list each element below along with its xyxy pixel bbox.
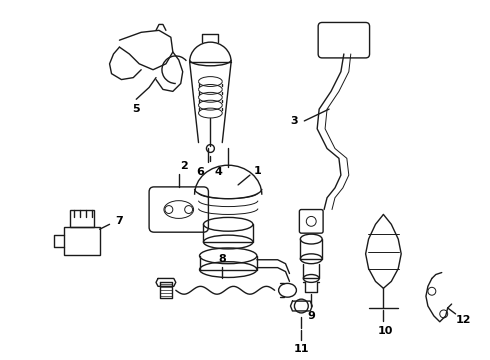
Bar <box>70 210 94 227</box>
Text: 12: 12 <box>456 315 471 325</box>
Text: 6: 6 <box>196 167 204 177</box>
Text: 10: 10 <box>378 326 393 336</box>
Text: 2: 2 <box>180 161 188 171</box>
Text: 7: 7 <box>116 216 123 226</box>
Text: 4: 4 <box>214 167 222 177</box>
Text: 5: 5 <box>132 104 140 114</box>
Text: 3: 3 <box>291 116 298 126</box>
Text: 11: 11 <box>294 345 309 354</box>
Text: 1: 1 <box>254 166 262 176</box>
Text: 8: 8 <box>219 254 226 264</box>
Text: 9: 9 <box>307 311 315 321</box>
Bar <box>64 227 99 255</box>
